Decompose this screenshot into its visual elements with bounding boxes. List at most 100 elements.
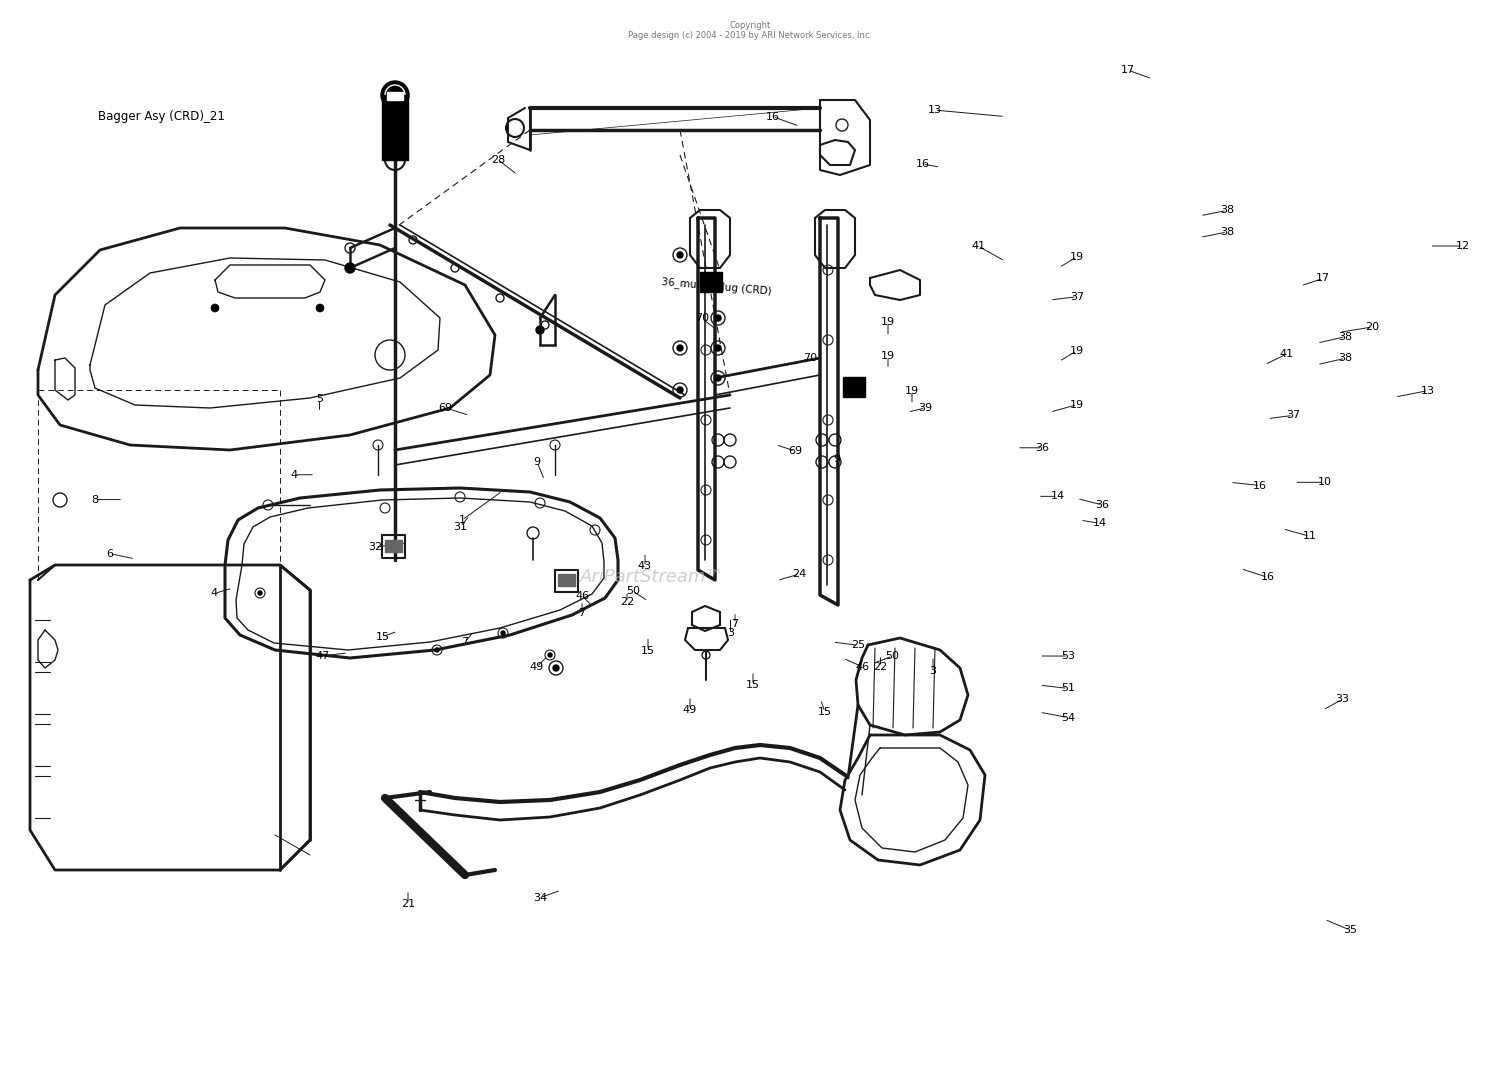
Text: 38: 38 [1338, 331, 1353, 342]
Text: 70: 70 [694, 313, 709, 324]
Text: 28: 28 [490, 154, 506, 165]
Text: 69: 69 [788, 446, 802, 456]
Text: 20: 20 [1365, 322, 1380, 332]
Text: 11: 11 [1302, 531, 1317, 542]
Text: 36: 36 [1095, 500, 1110, 510]
Text: 47: 47 [315, 651, 330, 661]
Text: 19: 19 [904, 385, 920, 396]
Circle shape [316, 304, 324, 312]
Text: 22: 22 [620, 597, 634, 607]
Text: 13: 13 [1420, 385, 1436, 396]
Text: 41: 41 [970, 241, 986, 251]
Text: 3: 3 [930, 666, 936, 677]
Text: 19: 19 [880, 351, 896, 361]
Text: 32: 32 [368, 542, 382, 552]
Text: 38: 38 [1338, 353, 1353, 364]
Text: 9: 9 [534, 456, 540, 467]
Circle shape [501, 631, 506, 636]
Text: 15: 15 [818, 707, 833, 718]
Text: 34: 34 [532, 892, 548, 903]
Text: 38: 38 [1220, 205, 1234, 216]
Text: 14: 14 [1092, 518, 1107, 529]
Text: 16: 16 [915, 159, 930, 169]
Text: 25: 25 [850, 640, 865, 651]
Circle shape [548, 653, 552, 657]
Text: 22: 22 [873, 661, 888, 672]
Circle shape [345, 263, 355, 273]
Text: 21: 21 [400, 899, 416, 910]
Text: Bagger Asy (CRD)_21: Bagger Asy (CRD)_21 [98, 110, 225, 123]
Text: 3: 3 [728, 628, 734, 639]
Text: 13: 13 [927, 105, 942, 115]
Circle shape [716, 315, 722, 320]
Bar [558, 574, 574, 586]
Text: 31: 31 [453, 521, 468, 532]
Circle shape [211, 304, 219, 312]
Circle shape [554, 665, 560, 671]
Text: 54: 54 [1060, 712, 1076, 723]
Text: 36_mulch plug (CRD): 36_mulch plug (CRD) [662, 276, 772, 296]
Text: 49: 49 [530, 661, 544, 672]
Bar [387, 92, 404, 100]
Text: 4: 4 [291, 469, 297, 480]
Text: 17: 17 [1316, 273, 1330, 284]
Bar [700, 272, 721, 292]
Text: 69: 69 [438, 402, 453, 413]
Text: 4: 4 [211, 588, 217, 599]
Text: 70: 70 [802, 353, 818, 364]
Bar [843, 377, 866, 397]
Text: 43: 43 [638, 561, 652, 572]
Text: 24: 24 [792, 569, 807, 579]
Text: 14: 14 [1050, 491, 1065, 502]
Circle shape [676, 345, 682, 351]
Circle shape [435, 648, 439, 652]
Text: 50: 50 [626, 586, 640, 597]
Text: 33: 33 [1335, 694, 1350, 705]
Text: 46: 46 [855, 661, 870, 672]
Text: 19: 19 [1070, 345, 1084, 356]
Circle shape [716, 375, 722, 381]
Text: 16: 16 [1260, 572, 1275, 583]
Text: Copyright
Page design (c) 2004 - 2019 by ARI Network Services, Inc.: Copyright Page design (c) 2004 - 2019 by… [628, 21, 872, 40]
Text: 36: 36 [1035, 442, 1050, 453]
Text: 7: 7 [732, 618, 738, 629]
Text: 7: 7 [462, 637, 468, 647]
Text: AriPartStream™: AriPartStream™ [580, 569, 724, 586]
Text: 15: 15 [640, 645, 656, 656]
Bar [382, 95, 408, 160]
Text: 37: 37 [1286, 410, 1300, 421]
Circle shape [536, 326, 544, 334]
Text: 19: 19 [1070, 251, 1084, 262]
Circle shape [716, 345, 722, 351]
Text: 8: 8 [92, 494, 98, 505]
Text: 19: 19 [880, 316, 896, 327]
Text: 12: 12 [1455, 241, 1470, 251]
Text: 50: 50 [885, 651, 900, 661]
Text: 5: 5 [316, 394, 322, 405]
Text: 16: 16 [1252, 480, 1268, 491]
Circle shape [676, 252, 682, 258]
Text: 41: 41 [1280, 349, 1294, 359]
Text: 15: 15 [746, 680, 760, 691]
Bar [386, 540, 402, 552]
Text: 9: 9 [834, 453, 840, 464]
Text: 19: 19 [1070, 399, 1084, 410]
Text: 51: 51 [1060, 683, 1076, 694]
Text: 10: 10 [1317, 477, 1332, 488]
Text: 17: 17 [1120, 65, 1136, 76]
Text: 37: 37 [1070, 291, 1084, 302]
Text: 7: 7 [579, 607, 585, 618]
Circle shape [258, 591, 262, 595]
Text: 46: 46 [574, 590, 590, 601]
Text: 6: 6 [106, 548, 112, 559]
Text: 49: 49 [682, 705, 698, 715]
Text: 39: 39 [918, 402, 933, 413]
Circle shape [381, 81, 410, 109]
Text: 38: 38 [1220, 227, 1234, 237]
Circle shape [676, 387, 682, 393]
Text: 15: 15 [375, 631, 390, 642]
Text: 1: 1 [459, 515, 465, 525]
Text: 53: 53 [1060, 651, 1076, 661]
Text: 16: 16 [765, 111, 780, 122]
Text: 35: 35 [1342, 925, 1358, 935]
